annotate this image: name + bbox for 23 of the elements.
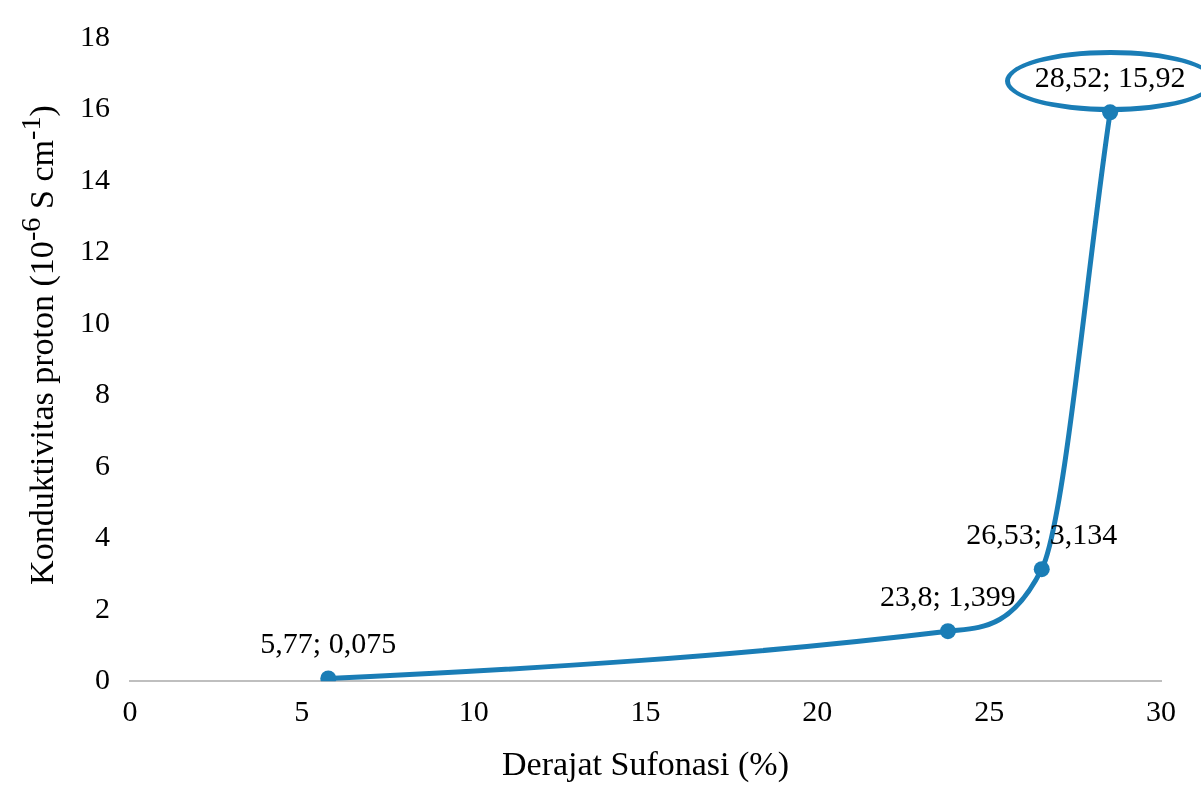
y-tick-label: 6 (95, 447, 110, 481)
point (1033, 561, 1050, 578)
data-label: 23,8; 1,399 (880, 579, 1016, 613)
y-tick-label: 12 (80, 233, 110, 267)
x-tick-label: 0 (122, 694, 138, 728)
x-tick-label: 30 (1146, 694, 1176, 728)
y-tick-label: 16 (80, 90, 110, 124)
x-tick-label: 20 (802, 694, 833, 728)
y-tick-label: 4 (95, 519, 110, 553)
x-tick-label: 15 (630, 694, 661, 728)
y-tick-label: 10 (80, 304, 110, 338)
y-tick-label: 8 (95, 376, 110, 410)
x-tick-label: 25 (974, 694, 1005, 728)
data-label: 5,77; 0,075 (260, 626, 397, 660)
y-tick-label: 14 (80, 161, 110, 195)
y-tick-label: 0 (95, 662, 110, 696)
y-tick-label: 18 (80, 18, 110, 52)
y-tick-label: 2 (95, 590, 110, 624)
data-label: 28,52; 15,92 (1034, 60, 1186, 94)
point (939, 623, 956, 640)
x-tick-label: 5 (294, 694, 310, 728)
x-tick-label: 10 (458, 694, 489, 728)
x-axis-title: Derajat Sufonasi (%) (501, 744, 790, 783)
